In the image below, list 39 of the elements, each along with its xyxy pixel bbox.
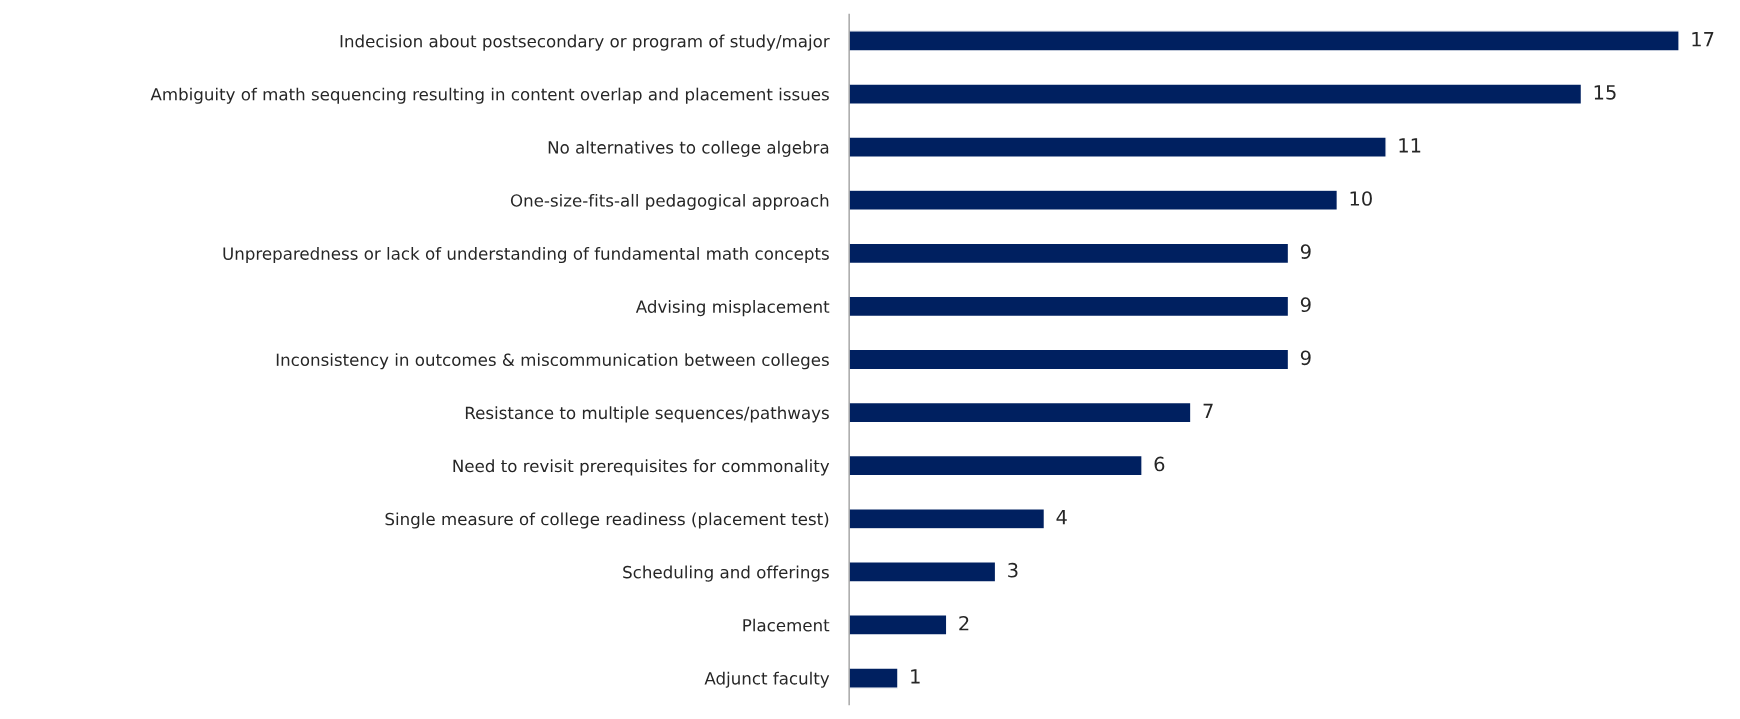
bar (849, 614, 948, 636)
bar (849, 83, 1583, 105)
y-tick-label: Resistance to multiple sequences/pathways (465, 406, 829, 423)
bar (849, 242, 1290, 265)
data-label: 11 (1399, 138, 1421, 153)
y-tick-label: Inconsistency in outcomes & miscommunication between colleges (276, 353, 829, 370)
data-label: 6 (1154, 456, 1165, 472)
data-label: 9 (1300, 350, 1311, 366)
y-tick-label: Need to revisit prerequisites for commonality (453, 459, 830, 476)
y-tick-label: One-size-fits-all pedagogical approach (510, 193, 829, 211)
data-label: 3 (1008, 562, 1018, 578)
data-label: 7 (1203, 403, 1213, 418)
y-tick-label: Indecision about postsecondary or program of study/major (340, 34, 830, 51)
data-label: 1 (911, 669, 920, 684)
bar (849, 454, 1143, 477)
y-tick-label: Placement (743, 618, 830, 632)
y-tick-label: Scheduling and offerings (623, 565, 829, 582)
y-tick-label: No alternatives to college algebra (548, 140, 829, 157)
y-tick-label: Advising misplacement (635, 300, 830, 317)
bar (849, 508, 1046, 530)
bar (849, 348, 1290, 371)
y-tick-label: Ambiguity of math sequencing resulting in content overlap and placement issues (150, 87, 829, 104)
bar (849, 295, 1290, 318)
data-label: 9 (1300, 244, 1311, 259)
y-tick-label: Adjunct faculty (704, 671, 830, 688)
bar (849, 189, 1339, 211)
data-label: 10 (1350, 191, 1372, 206)
data-label: 17 (1692, 32, 1714, 47)
bar (849, 30, 1680, 52)
bar (849, 136, 1387, 158)
bar (849, 561, 997, 583)
data-label: 4 (1056, 509, 1067, 525)
y-tick-label: Unpreparedness or lack of understanding of fundamental math concepts (223, 246, 829, 264)
data-label: 9 (1300, 297, 1311, 313)
data-label: 2 (959, 615, 969, 631)
bar (849, 401, 1192, 424)
bar (849, 667, 899, 689)
y-tick-label: Single measure of college readiness (placement test) (385, 512, 829, 529)
data-label: 15 (1594, 85, 1616, 100)
